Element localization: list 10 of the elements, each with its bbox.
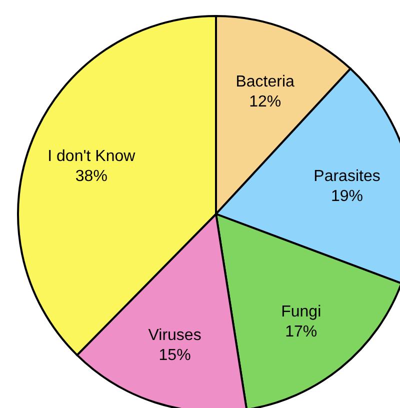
data-label: 19% xyxy=(330,188,364,205)
slice-label: Fungi xyxy=(281,303,322,320)
data-label: 17% xyxy=(285,323,318,340)
slice-label: Parasites xyxy=(314,168,380,185)
data-label: 12% xyxy=(249,94,282,111)
data-label: 38% xyxy=(75,168,108,185)
slice-label: Viruses xyxy=(148,327,202,344)
slice-label: Bacteria xyxy=(236,74,295,91)
slice-label: I don't Know xyxy=(48,148,136,165)
data-label: 15% xyxy=(158,347,191,364)
